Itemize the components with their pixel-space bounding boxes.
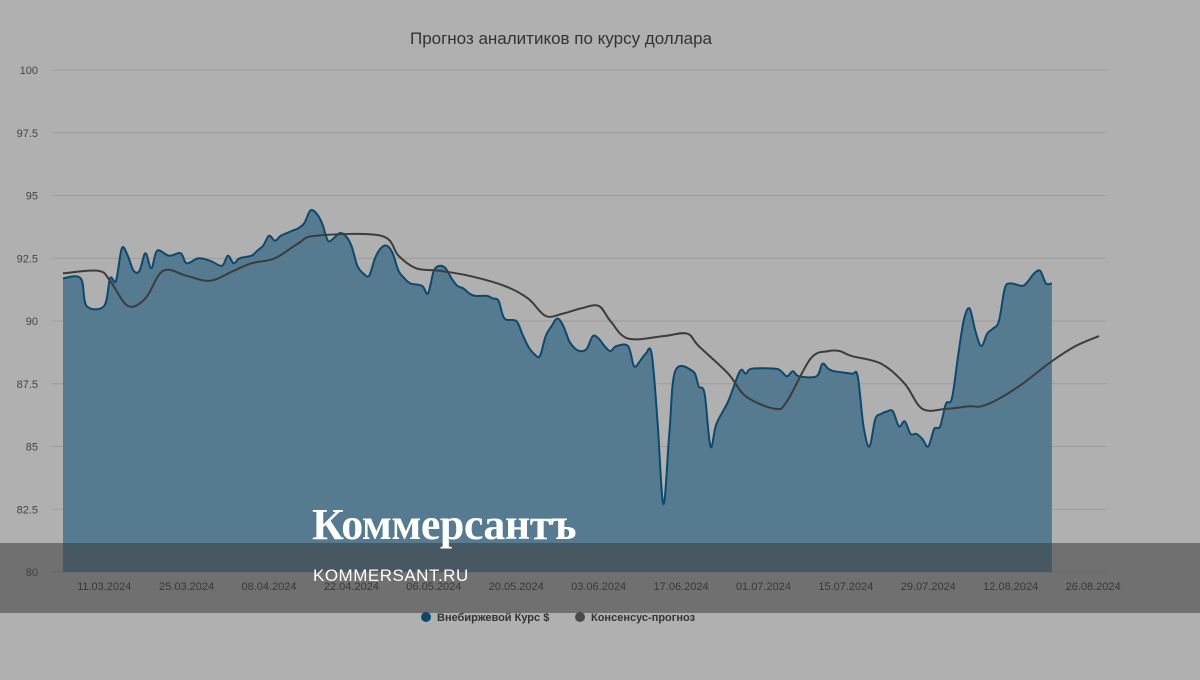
y-tick-label: 95 xyxy=(26,191,38,203)
series-area-group xyxy=(62,208,1053,572)
legend-marker-rate xyxy=(421,612,431,622)
legend-label-rate: Внебиржевой Курс $ xyxy=(437,612,549,624)
legend-label-consensus: Консенсус-прогноз xyxy=(591,612,696,624)
chart-title: Прогноз аналитиков по курсу доллара xyxy=(410,29,713,48)
legend-item-consensus[interactable]: Консенсус-прогноз xyxy=(575,612,696,624)
series-line-consensus xyxy=(62,232,1100,412)
y-tick-label: 100 xyxy=(20,65,38,77)
series-line-group xyxy=(62,232,1100,412)
y-tick-label: 87.5 xyxy=(17,379,38,391)
y-tick-label: 82.5 xyxy=(17,504,38,516)
series-line-rate xyxy=(62,208,1053,506)
series-area-fill-rate xyxy=(63,209,1052,572)
y-tick-label: 85 xyxy=(26,442,38,454)
legend: Внебиржевой Курс $ Консенсус-прогноз xyxy=(421,612,696,624)
y-tick-label: 97.5 xyxy=(17,128,38,140)
watermark-band xyxy=(0,543,1200,613)
y-tick-label: 90 xyxy=(26,316,38,328)
legend-item-rate[interactable]: Внебиржевой Курс $ xyxy=(421,612,549,624)
kommersant-url: KOMMERSANT.RU xyxy=(313,566,469,585)
kommersant-logo: Коммерсантъ xyxy=(312,500,577,549)
legend-marker-consensus xyxy=(575,612,585,622)
y-tick-label: 92.5 xyxy=(17,253,38,265)
